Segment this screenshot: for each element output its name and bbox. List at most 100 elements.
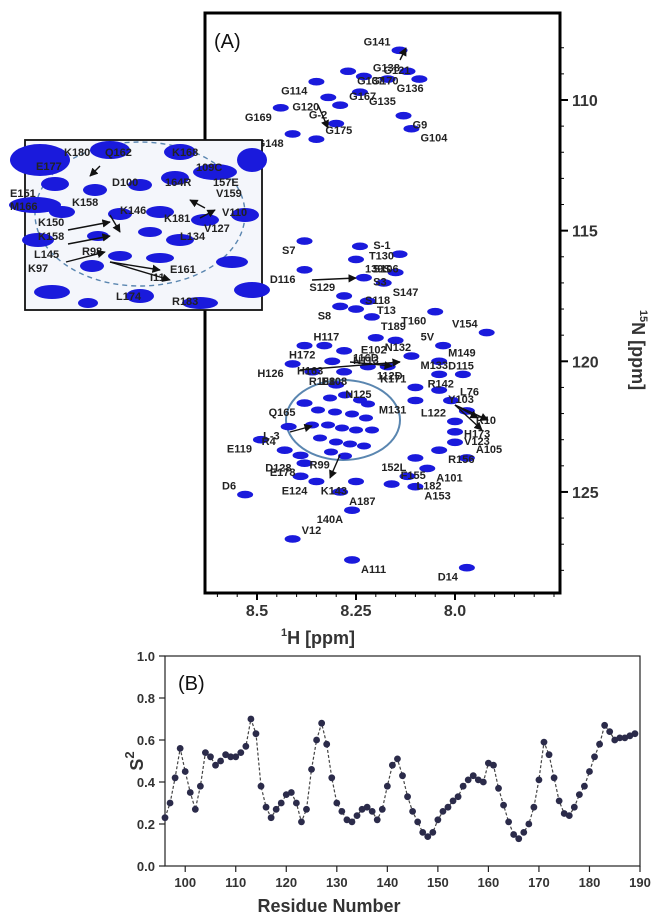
inset-label: 157E [213,177,239,189]
assignment-label: L122 [421,407,446,419]
assignment-label: S118 [365,295,390,307]
inset-label: E161 [170,264,196,276]
peak-A111 [344,556,361,564]
cluster-peak [328,408,342,416]
peak-5V [435,341,452,350]
inset-label: 164R [165,177,191,189]
inset-label: D100 [112,177,138,189]
assignment-label: V154 [452,319,479,331]
assignment-label: G137 [357,75,384,87]
assignment-label: M149 [448,347,476,359]
assignment-label: K143 [321,485,347,497]
assignment-label: R142 [428,378,454,390]
s2-point [292,799,300,807]
s2-point [419,829,427,836]
s2-point [328,774,336,782]
inset-peak [231,208,259,222]
peak-K171 [407,383,424,392]
assignment-label: H173 [464,428,490,440]
b-x-tick-label: 190 [629,875,651,890]
s2-point [338,808,346,815]
s2-point [459,782,467,790]
assignment-label: T13 [377,305,396,317]
s2-point [186,789,194,796]
b-x-tick-label: 160 [478,875,500,890]
s2-point [383,782,391,790]
peak-L122 [447,417,463,426]
peak-G121 [411,75,428,83]
s2-point [409,808,417,815]
s2-point [479,778,487,786]
s2-point [565,812,573,819]
pointer-arrow [349,361,393,370]
assignment-label: E124 [282,485,309,497]
assignment-label: N125 [345,389,371,401]
assignment-label: H126 [257,368,283,380]
peak-G135 [351,88,368,96]
inset-label: K158 [38,231,64,243]
peak-N113 [336,347,353,355]
peak-H163 [324,357,341,366]
peak-G9 [395,111,412,120]
inset-peak [193,164,237,180]
peak-F155 [383,480,400,488]
peak-H172 [316,341,333,350]
assignment-label: A187 [349,496,375,508]
b-y-tick-label: 0.4 [137,775,156,790]
s2-point [394,755,401,763]
cluster-peak [343,440,357,448]
s2-point [404,793,411,801]
assignment-label: S129 [309,282,335,294]
assignment-label: E108 [321,376,347,388]
assignment-label: G167 [349,91,376,103]
peak-S147 [375,279,392,287]
assignment-label: V123 [464,436,490,448]
inset-label: L145 [34,249,59,261]
assignment-label: A111 [361,564,386,576]
assignment-label: E119 [227,444,252,456]
cluster-peak [357,442,371,450]
inset-arrow [67,233,111,245]
s2-point [510,831,518,838]
assignment-label: G148 [257,138,284,150]
inset-peak [216,256,248,268]
peak-H126 [284,360,301,368]
inset-peak [138,227,162,237]
inset-label: R98 [82,246,102,258]
assignment-label: G104 [420,133,448,145]
s2-point [495,784,502,792]
b-y-tick-label: 1.0 [137,649,155,664]
assignment-label: D6 [222,481,236,493]
panel-b-x-title: Residue Number [257,896,400,916]
b-x-tick-label: 110 [225,875,246,890]
pointer-arrow [454,404,483,431]
assignment-label: L-3 [263,431,280,443]
peak-D116 [296,266,313,274]
assignment-label: S3 [373,276,386,288]
s2-point [505,818,513,826]
inset-arrow [65,249,106,263]
peak-G137 [340,67,357,76]
peak-152L [407,454,424,462]
cluster-peak [313,434,327,442]
s2-point [490,761,497,769]
inset-arrow [109,214,121,233]
inset-label: V127 [204,223,230,235]
assignment-label: M133 [420,360,448,372]
assignment-label: 139S [365,263,391,275]
inset-label: K146 [120,205,146,217]
assignment-label: S106 [373,264,399,276]
inset-peak [22,233,54,247]
s2-point [500,801,507,809]
inset-label: K181 [164,213,190,225]
s2-point [267,814,275,822]
peak-H173 [447,438,463,447]
s2-point [207,753,214,761]
inset-peak [9,197,61,213]
panel-a-label: (A) [214,31,241,53]
s2-point [596,740,603,748]
b-x-tick-label: 100 [174,875,196,890]
inset-arrow [109,261,161,273]
